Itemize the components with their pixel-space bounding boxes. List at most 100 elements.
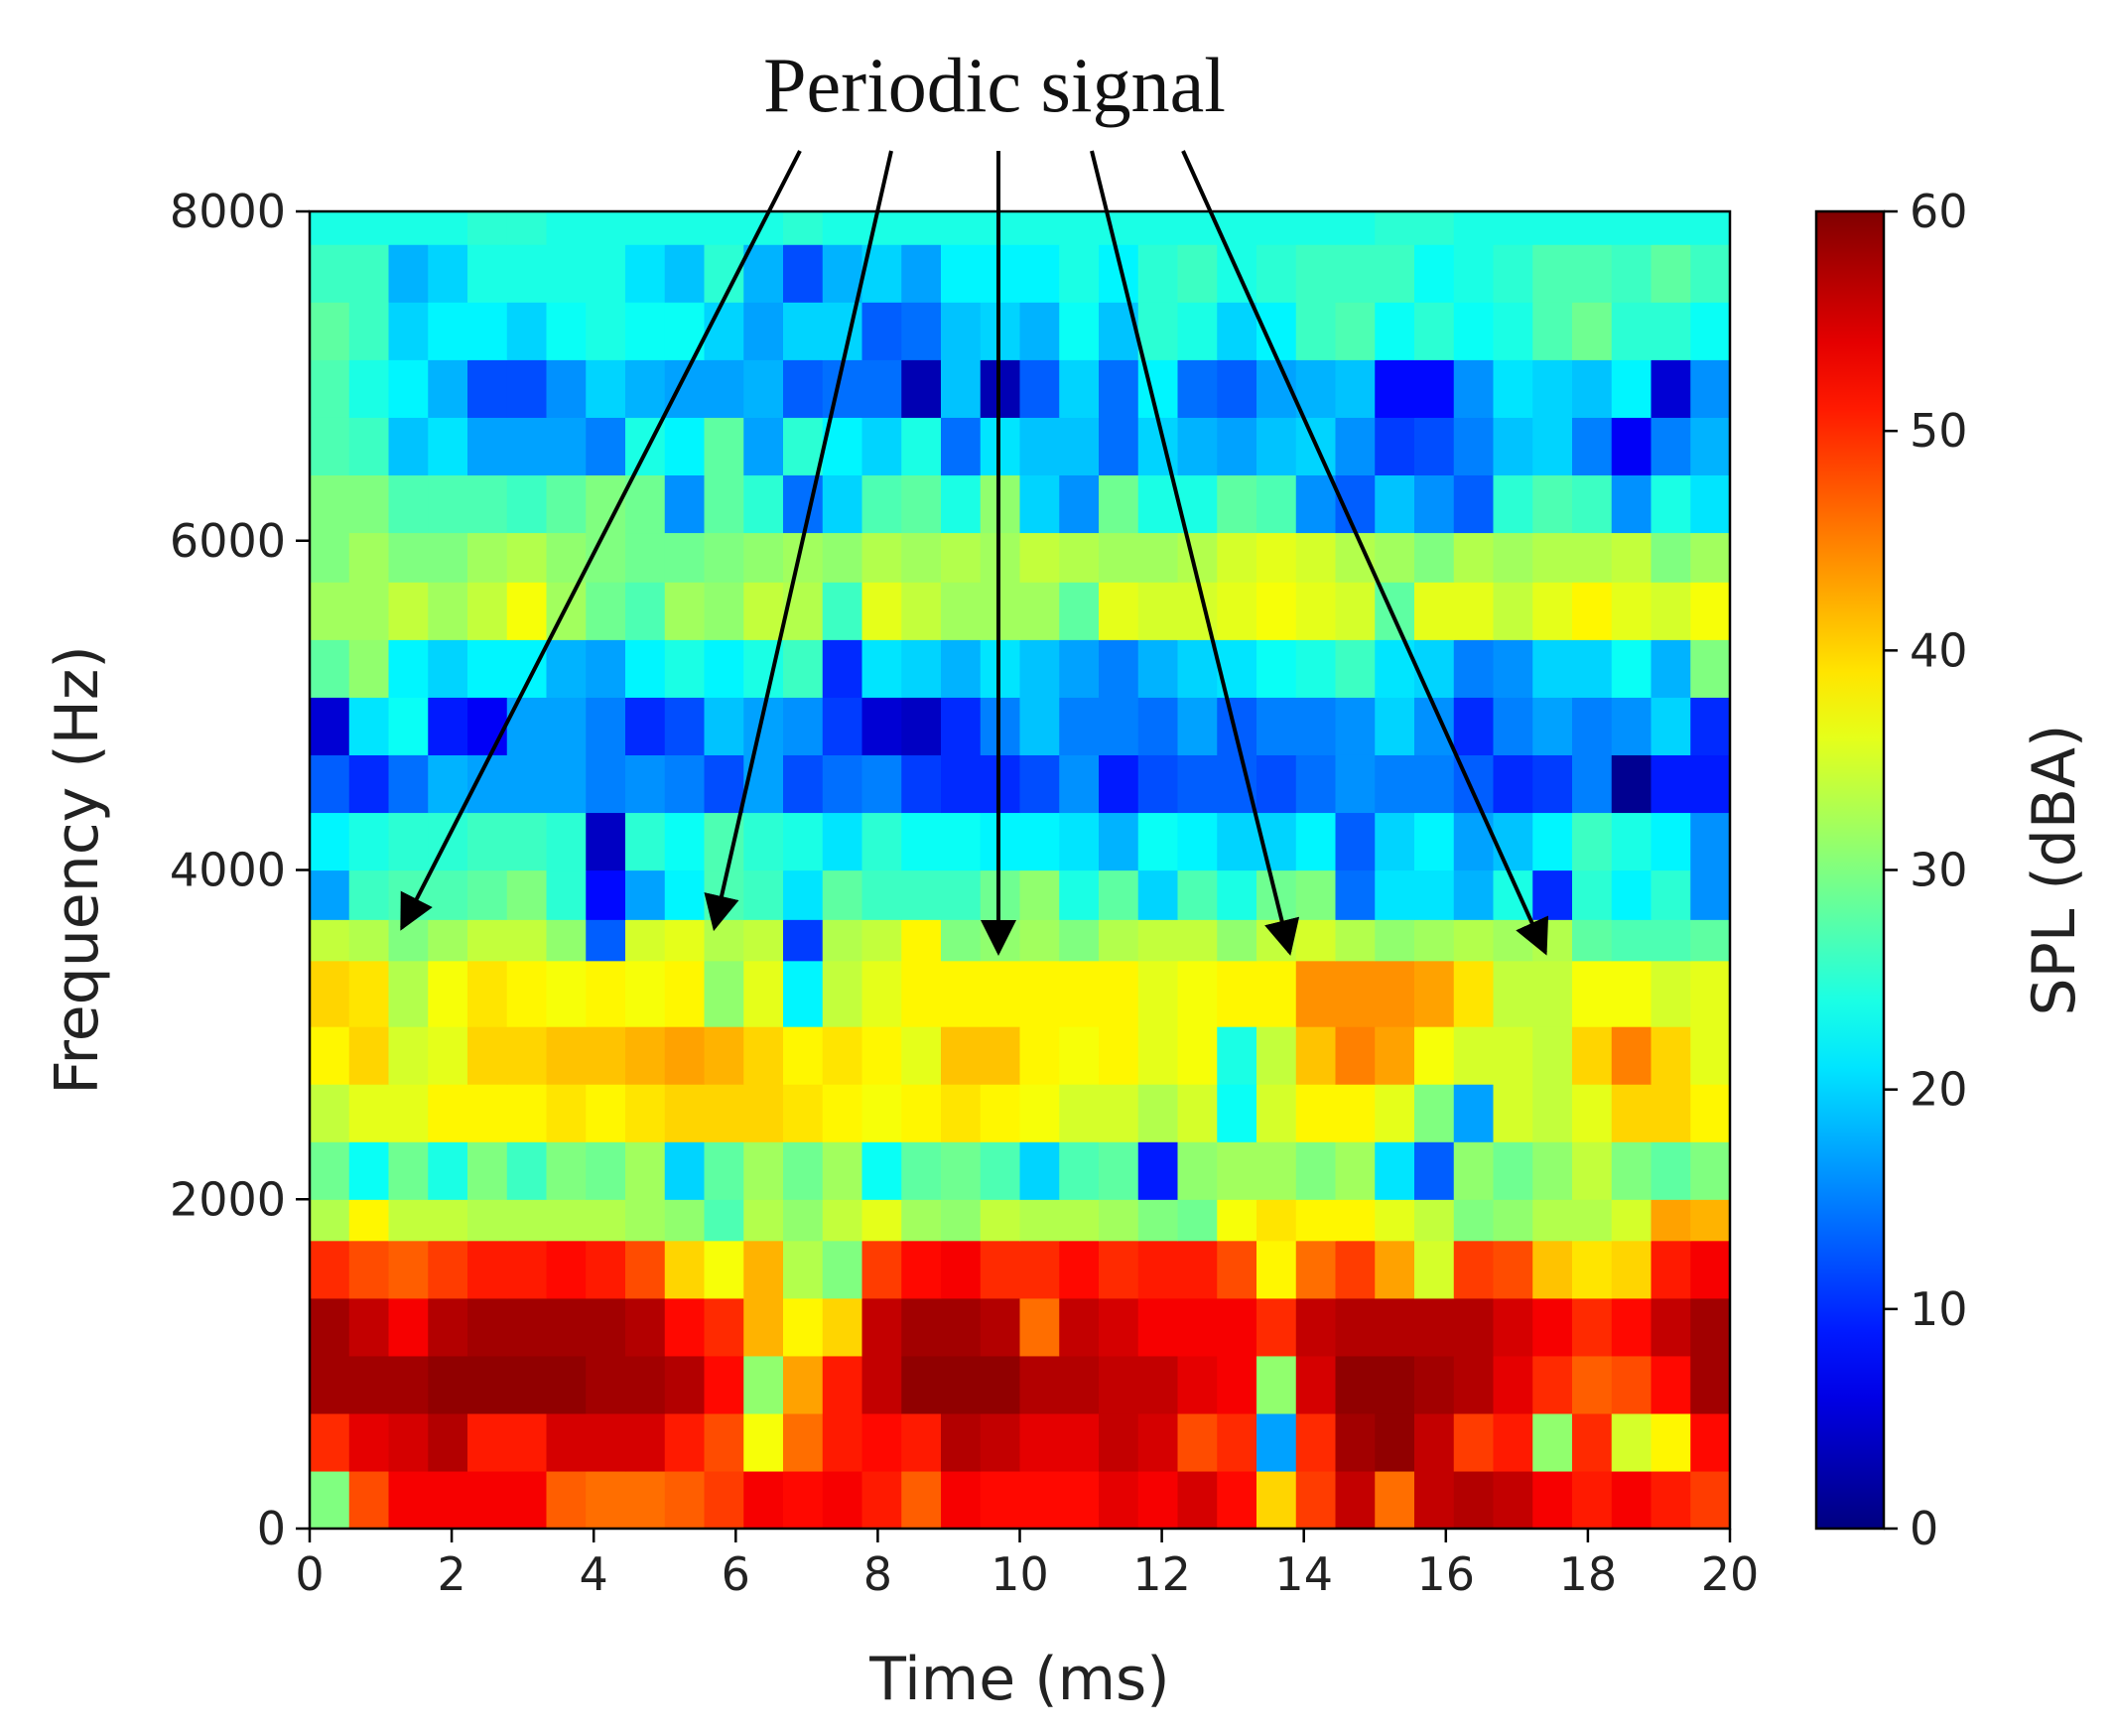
- heatmap-cell: [467, 1084, 508, 1142]
- heatmap-cell: [506, 697, 548, 755]
- heatmap-cell: [388, 1412, 429, 1472]
- heatmap-cell: [1414, 532, 1455, 583]
- heatmap-cell: [1019, 1026, 1060, 1085]
- heatmap-cell: [1375, 302, 1415, 360]
- heatmap-cell: [1414, 359, 1455, 418]
- heatmap-cell: [1493, 960, 1533, 1027]
- heatmap-cell: [310, 754, 350, 814]
- heatmap-cell: [1137, 1141, 1179, 1200]
- heatmap-cell: [1295, 582, 1337, 640]
- heatmap-cell: [1137, 211, 1179, 245]
- heatmap-cell: [1295, 1470, 1337, 1530]
- heatmap-cell: [586, 960, 626, 1027]
- heatmap-cell: [1651, 532, 1691, 583]
- heatmap-cell: [1099, 1355, 1139, 1414]
- heatmap-cell: [822, 869, 863, 920]
- heatmap-cell: [506, 1355, 548, 1414]
- heatmap-cell: [546, 359, 587, 418]
- heatmap-cell: [901, 244, 942, 303]
- x-tick-label: 0: [295, 1547, 324, 1601]
- heatmap-cell: [1453, 359, 1495, 418]
- heatmap-cell: [1611, 697, 1652, 755]
- heatmap-cell: [1611, 1084, 1652, 1142]
- heatmap-cell: [704, 1240, 744, 1299]
- heatmap-cell: [1493, 359, 1533, 418]
- heatmap-cell: [1059, 417, 1100, 475]
- heatmap-cell: [664, 639, 706, 698]
- heatmap-cell: [1099, 869, 1139, 920]
- heatmap-cell: [941, 812, 982, 871]
- heatmap-cell: [506, 1240, 548, 1299]
- heatmap-cell: [1453, 582, 1495, 640]
- heatmap-cell: [743, 1199, 784, 1242]
- heatmap-cell: [1019, 1141, 1060, 1200]
- heatmap-cell: [1059, 812, 1100, 871]
- heatmap-cell: [1019, 754, 1060, 814]
- heatmap-cell: [1019, 417, 1060, 475]
- heatmap-cell: [1611, 582, 1652, 640]
- heatmap-cell: [506, 1412, 548, 1472]
- heatmap-cell: [1532, 639, 1573, 698]
- heatmap-cell: [625, 532, 666, 583]
- heatmap-cell: [1414, 244, 1455, 303]
- heatmap-cell: [1019, 639, 1060, 698]
- heatmap-cell: [1532, 359, 1573, 418]
- heatmap-cell: [586, 302, 626, 360]
- heatmap-cell: [1611, 754, 1652, 814]
- heatmap-cell: [506, 919, 548, 962]
- heatmap-cell: [664, 1240, 706, 1299]
- heatmap-cell: [1690, 302, 1731, 360]
- heatmap-cell: [704, 697, 744, 755]
- heatmap-cell: [1177, 244, 1218, 303]
- x-axis: 0 2 4 6 8 10 12 14 16 18 20: [295, 1529, 1759, 1601]
- heatmap-cell: [1335, 532, 1376, 583]
- heatmap-cell: [1295, 754, 1337, 814]
- heatmap-cell: [704, 211, 744, 245]
- heatmap-cell: [1572, 1199, 1613, 1242]
- heatmap-cell: [506, 532, 548, 583]
- heatmap-cell: [1453, 1297, 1495, 1357]
- heatmap-cell: [1690, 754, 1731, 814]
- heatmap-cell: [1611, 639, 1652, 698]
- heatmap-cell: [1690, 869, 1731, 920]
- heatmap-cell: [1335, 1084, 1376, 1142]
- heatmap-cell: [586, 869, 626, 920]
- heatmap-cell: [783, 1084, 824, 1142]
- heatmap-cell: [1493, 919, 1533, 962]
- heatmap-cell: [1177, 417, 1218, 475]
- heatmap-cell: [1019, 960, 1060, 1027]
- heatmap-cell: [1217, 1240, 1257, 1299]
- heatmap-cell: [506, 1297, 548, 1357]
- heatmap-cell: [1690, 1355, 1731, 1414]
- heatmap-cell: [1414, 1355, 1455, 1414]
- heatmap-cell: [704, 417, 744, 475]
- x-tick-label: 2: [437, 1547, 465, 1601]
- heatmap-cell: [1651, 1412, 1691, 1472]
- heatmap-cell: [1414, 1412, 1455, 1472]
- heatmap-cell: [310, 582, 350, 640]
- heatmap-cell: [1137, 302, 1179, 360]
- heatmap-cell: [348, 1084, 390, 1142]
- heatmap-cell: [625, 1412, 666, 1472]
- heatmap-cell: [348, 244, 390, 303]
- heatmap-cell: [1177, 302, 1218, 360]
- heatmap-cell: [310, 417, 350, 475]
- x-tick-label: 8: [863, 1547, 892, 1601]
- heatmap-cell: [980, 1026, 1021, 1085]
- heatmap-cell: [1335, 359, 1376, 418]
- heatmap-cell: [1059, 1355, 1100, 1414]
- heatmap-cell: [743, 1355, 784, 1414]
- heatmap-cell: [822, 754, 863, 814]
- heatmap-cell: [1572, 919, 1613, 962]
- heatmap-cell: [1295, 639, 1337, 698]
- heatmap-cell: [1375, 1355, 1415, 1414]
- heatmap-cell: [546, 1470, 587, 1530]
- heatmap-cell: [546, 417, 587, 475]
- heatmap-cell: [901, 211, 942, 245]
- heatmap-cell: [1690, 582, 1731, 640]
- heatmap-cell: [348, 417, 390, 475]
- colorbar-tick-label: 10: [1910, 1282, 1968, 1336]
- heatmap-cell: [467, 697, 508, 755]
- heatmap-cell: [783, 960, 824, 1027]
- heatmap-cell: [664, 754, 706, 814]
